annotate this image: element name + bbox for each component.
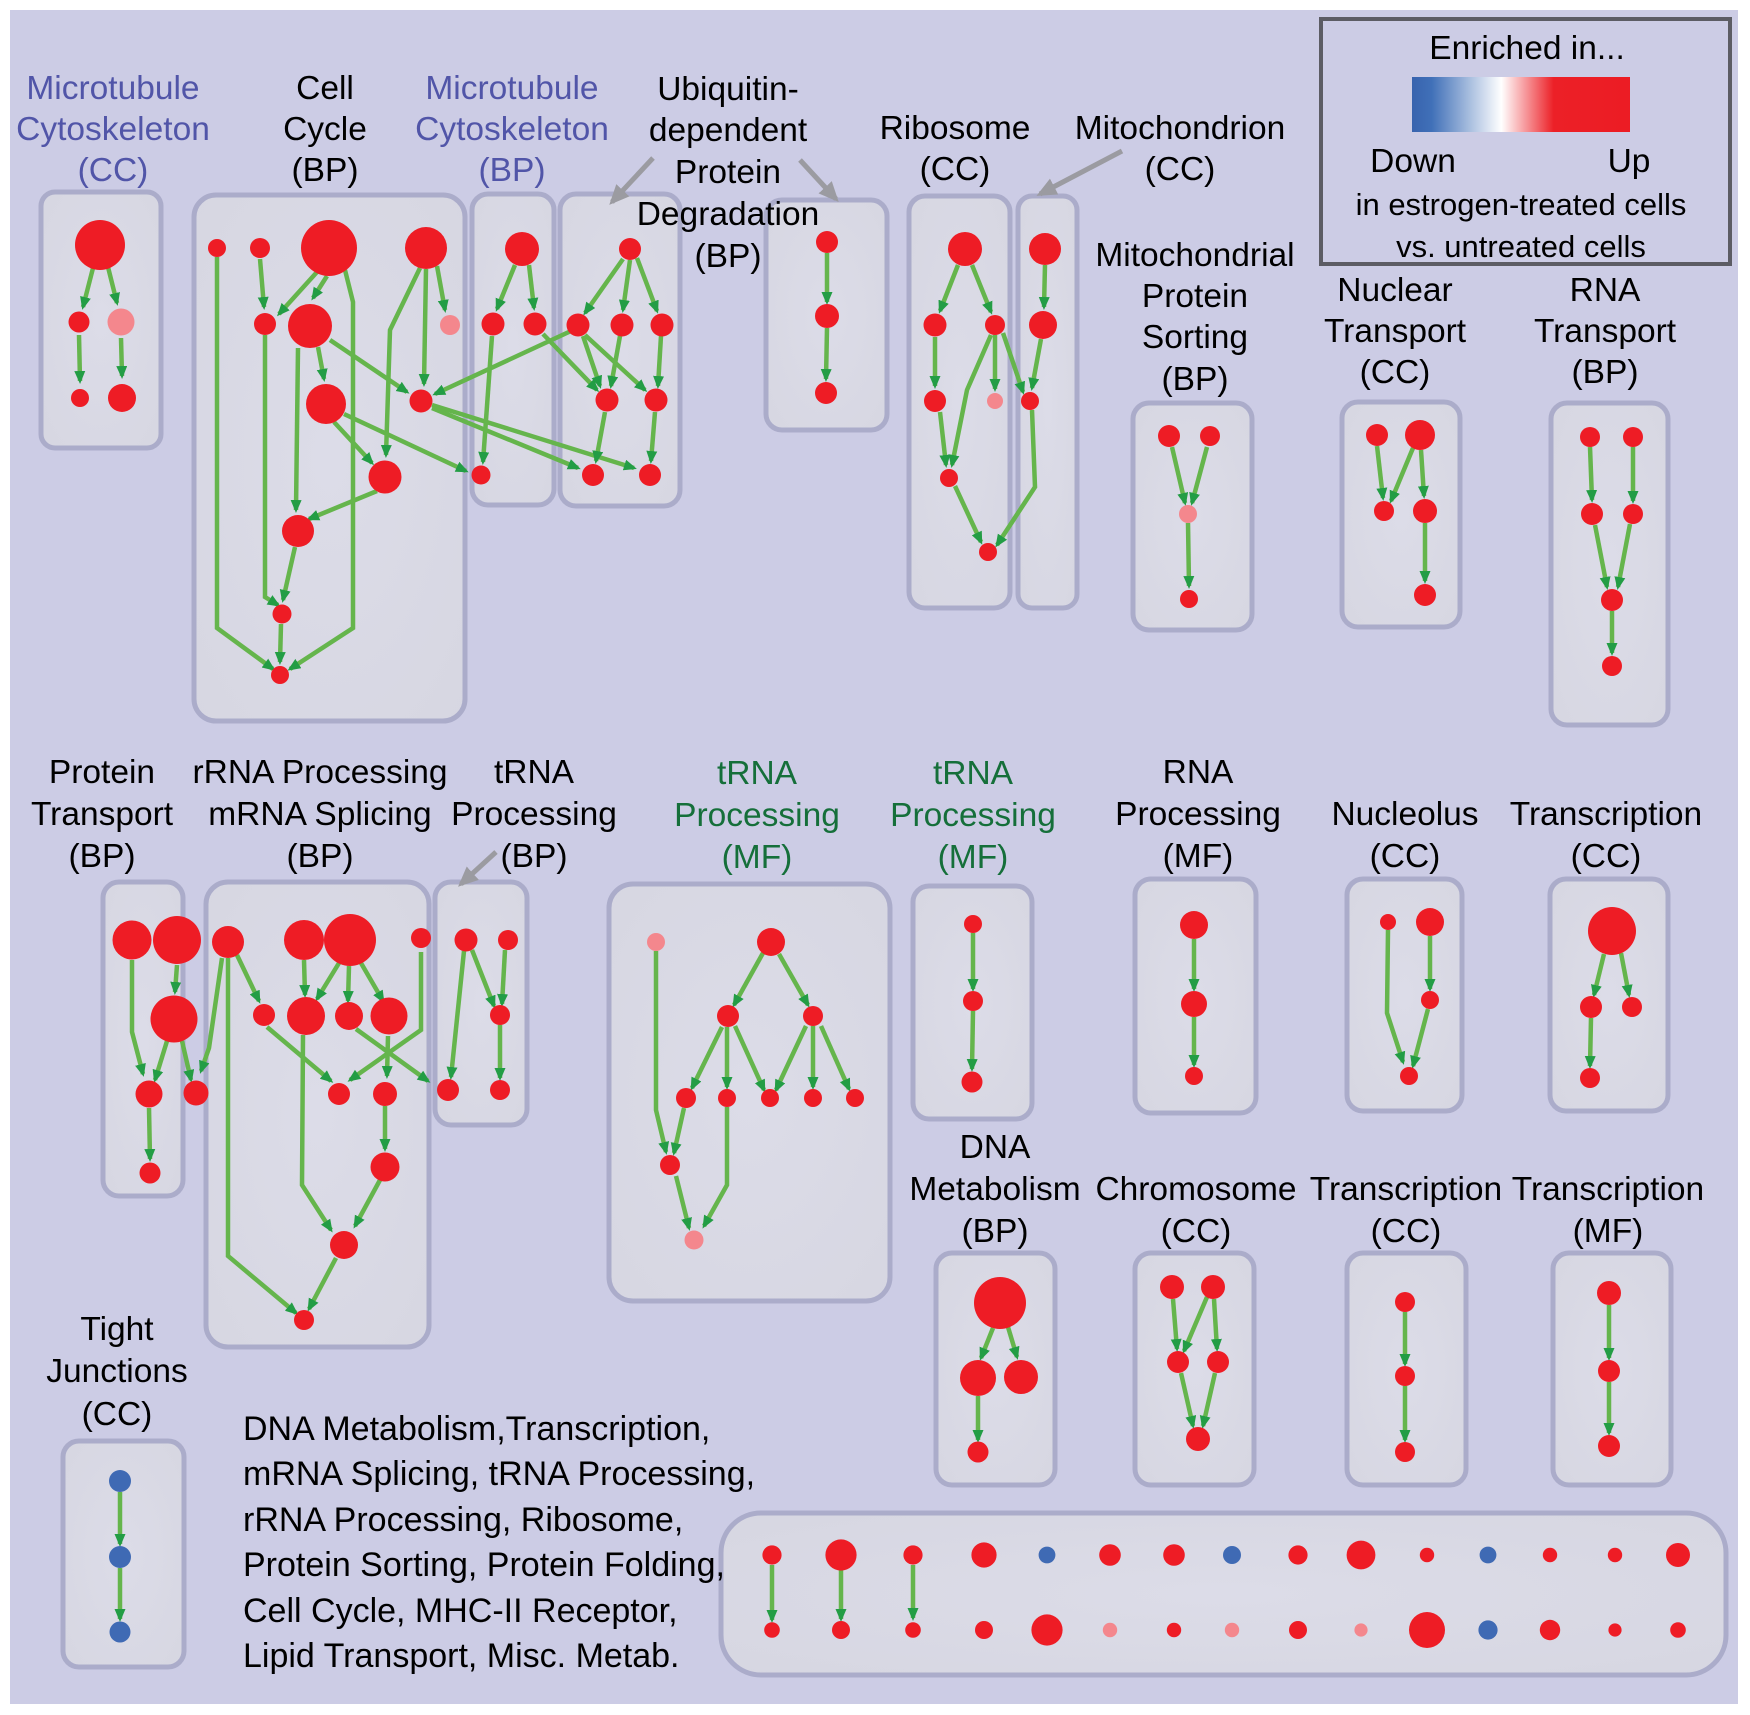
svg-text:Transcription: Transcription (1510, 796, 1702, 833)
svg-text:(BP): (BP) (1572, 354, 1639, 391)
svg-text:Processing: Processing (1115, 796, 1281, 833)
svg-text:Sorting: Sorting (1142, 319, 1248, 356)
svg-text:(BP): (BP) (292, 152, 359, 189)
svg-text:(BP): (BP) (695, 238, 762, 275)
svg-text:tRNA: tRNA (494, 754, 575, 791)
svg-text:Nuclear: Nuclear (1337, 272, 1452, 309)
svg-text:Lipid Transport, Misc. Metab.: Lipid Transport, Misc. Metab. (243, 1637, 680, 1675)
svg-text:Tight: Tight (80, 1311, 154, 1348)
svg-text:Enriched in...: Enriched in... (1429, 30, 1625, 67)
svg-text:(MF): (MF) (938, 839, 1009, 876)
svg-text:Transport: Transport (31, 796, 174, 833)
svg-text:Mitochondrion: Mitochondrion (1075, 110, 1285, 147)
svg-text:Nucleolus: Nucleolus (1331, 796, 1478, 833)
svg-text:Transport: Transport (1534, 313, 1677, 350)
svg-text:Mitochondrial: Mitochondrial (1095, 237, 1294, 274)
svg-text:(CC): (CC) (1571, 838, 1642, 875)
svg-text:RNA: RNA (1163, 754, 1234, 791)
svg-text:(BP): (BP) (962, 1213, 1029, 1250)
svg-text:Microtubule: Microtubule (425, 70, 598, 107)
svg-text:Cytoskeleton: Cytoskeleton (16, 111, 210, 148)
svg-text:(MF): (MF) (1573, 1213, 1644, 1250)
svg-text:(CC): (CC) (1370, 838, 1441, 875)
svg-text:Metabolism: Metabolism (909, 1171, 1080, 1208)
svg-text:Cytoskeleton: Cytoskeleton (415, 111, 609, 148)
svg-text:(CC): (CC) (1371, 1213, 1442, 1250)
svg-text:(MF): (MF) (722, 839, 793, 876)
svg-text:Chromosome: Chromosome (1095, 1171, 1296, 1208)
svg-text:DNA: DNA (960, 1129, 1031, 1166)
svg-text:Ubiquitin-: Ubiquitin- (657, 71, 799, 108)
svg-text:Junctions: Junctions (46, 1353, 188, 1390)
svg-text:RNA: RNA (1570, 272, 1641, 309)
svg-text:(CC): (CC) (82, 1396, 153, 1433)
svg-text:Cycle: Cycle (283, 111, 367, 148)
svg-text:(BP): (BP) (69, 838, 136, 875)
svg-text:dependent: dependent (649, 112, 808, 149)
svg-text:mRNA Splicing: mRNA Splicing (208, 796, 431, 833)
svg-text:Processing: Processing (451, 796, 617, 833)
svg-text:Protein: Protein (1142, 278, 1248, 315)
svg-text:Down: Down (1370, 143, 1456, 180)
svg-text:Transcription: Transcription (1310, 1171, 1502, 1208)
svg-text:(BP): (BP) (479, 152, 546, 189)
svg-text:(BP): (BP) (287, 838, 354, 875)
svg-text:(CC): (CC) (1161, 1213, 1232, 1250)
svg-text:tRNA: tRNA (717, 755, 798, 792)
svg-text:mRNA Splicing, tRNA Processing: mRNA Splicing, tRNA Processing, (243, 1455, 755, 1493)
svg-text:(CC): (CC) (1145, 151, 1216, 188)
svg-text:Up: Up (1608, 143, 1651, 180)
svg-text:(BP): (BP) (501, 838, 568, 875)
svg-text:Cell Cycle, MHC-II Receptor,: Cell Cycle, MHC-II Receptor, (243, 1592, 678, 1630)
svg-text:(BP): (BP) (1162, 361, 1229, 398)
svg-text:Processing: Processing (674, 797, 840, 834)
svg-text:Protein Sorting, Protein Foldi: Protein Sorting, Protein Folding, (243, 1546, 725, 1584)
svg-text:tRNA: tRNA (933, 755, 1014, 792)
svg-text:in estrogen-treated cells: in estrogen-treated cells (1356, 187, 1687, 222)
svg-text:(CC): (CC) (1360, 354, 1431, 391)
svg-text:Protein: Protein (675, 154, 781, 191)
svg-text:DNA Metabolism,Transcription,: DNA Metabolism,Transcription, (243, 1410, 710, 1448)
svg-text:Degradation: Degradation (637, 196, 820, 233)
svg-text:(MF): (MF) (1163, 838, 1234, 875)
svg-text:vs. untreated cells: vs. untreated cells (1396, 229, 1646, 264)
svg-text:(CC): (CC) (920, 151, 991, 188)
svg-text:Processing: Processing (890, 797, 1056, 834)
svg-text:Transport: Transport (1324, 313, 1467, 350)
svg-text:Protein: Protein (49, 754, 155, 791)
svg-text:Cell: Cell (296, 70, 354, 107)
svg-text:Microtubule: Microtubule (26, 70, 199, 107)
svg-text:rRNA Processing, Ribosome,: rRNA Processing, Ribosome, (243, 1501, 683, 1539)
svg-text:Ribosome: Ribosome (880, 110, 1031, 147)
svg-text:Transcription: Transcription (1512, 1171, 1704, 1208)
svg-text:(CC): (CC) (78, 152, 149, 189)
svg-text:rRNA Processing: rRNA Processing (192, 754, 447, 791)
